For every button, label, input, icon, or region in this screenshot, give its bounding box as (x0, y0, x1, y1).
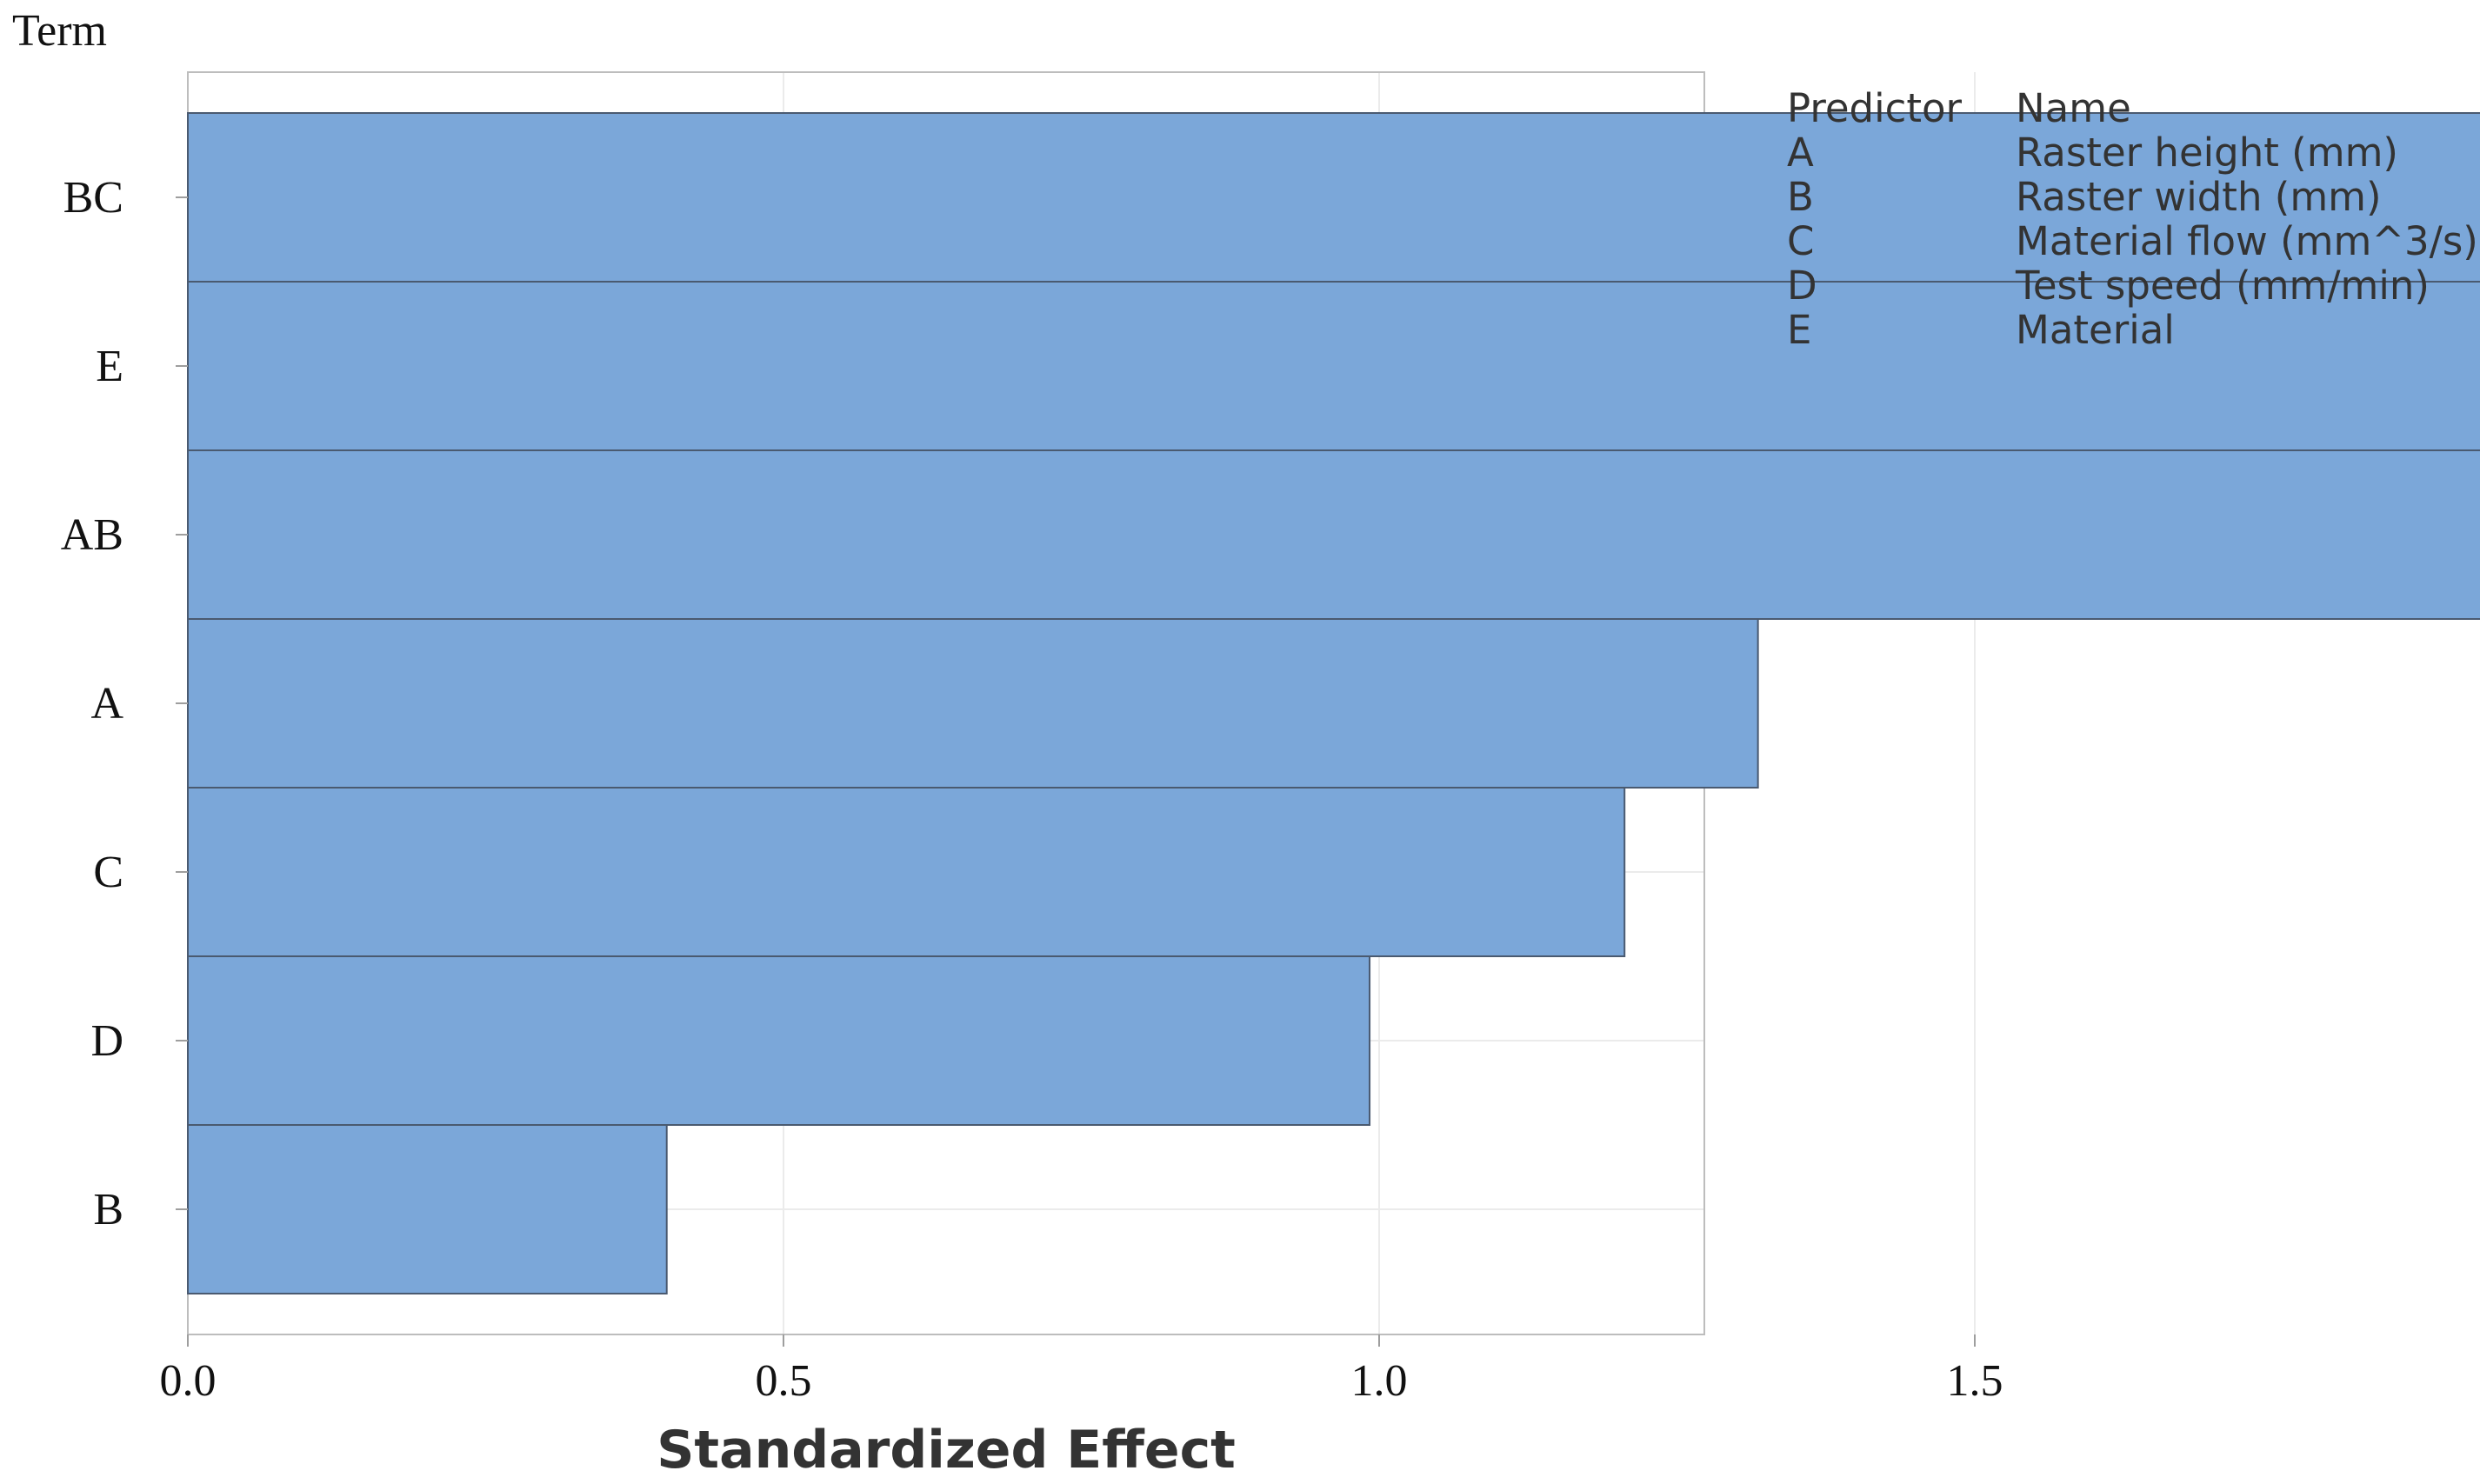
y-tick-label-a: A (90, 679, 123, 729)
x-axis-title: Standardized Effect (657, 1420, 1236, 1481)
legend-rows: A Raster height (mm) B Raster width (mm) C Ma… (1787, 130, 2478, 353)
legend-name-d: Test speed (mm/min) (2015, 263, 2430, 309)
x-tick-label: 0.5 (756, 1356, 812, 1406)
legend-name-c: Material flow (mm^3/s) (2016, 218, 2478, 264)
y-axis-title: Term (12, 6, 107, 56)
predictor-legend: Predictor Name A Raster height (mm) B Raste… (1787, 85, 2478, 353)
bar-a (187, 618, 1759, 789)
legend-name-a: Raster height (mm) (2016, 130, 2398, 176)
legend-predictor-c: C (1787, 218, 1814, 264)
x-ticks: 0.00.51.01.52.02.5 (160, 1334, 2003, 1406)
bar-b (187, 1124, 668, 1294)
legend-predictor-b: B (1787, 174, 1814, 220)
y-tick-label-e: E (96, 342, 123, 391)
y-ticks: BC E AB A C D B (61, 173, 188, 1234)
bar-bc (187, 112, 2480, 283)
bar-d (187, 955, 1371, 1126)
y-tick-label-bc: BC (63, 173, 123, 223)
legend-header-name: Name (2016, 85, 2131, 131)
bar-e (187, 281, 2480, 451)
x-tick-label: 1.0 (1351, 1356, 1408, 1406)
legend-predictor-e: E (1787, 307, 1811, 353)
bar-ab (187, 449, 2480, 620)
y-tick-label-d: D (90, 1016, 123, 1066)
y-tick-label-ab: AB (61, 510, 123, 560)
legend-predictor-d: D (1787, 263, 1817, 309)
legend-header-predictor: Predictor (1787, 85, 1963, 131)
x-tick-label: 1.5 (1947, 1356, 2003, 1406)
bars (187, 112, 2480, 1294)
x-tick-label: 0.0 (160, 1356, 217, 1406)
legend-predictor-a: A (1787, 130, 1814, 176)
y-tick-label-b: B (93, 1185, 123, 1234)
legend-name-b: Raster width (mm) (2016, 174, 2382, 220)
y-tick-label-c: C (93, 848, 123, 897)
legend-name-e: Material (2016, 307, 2175, 353)
bar-c (187, 787, 1626, 957)
